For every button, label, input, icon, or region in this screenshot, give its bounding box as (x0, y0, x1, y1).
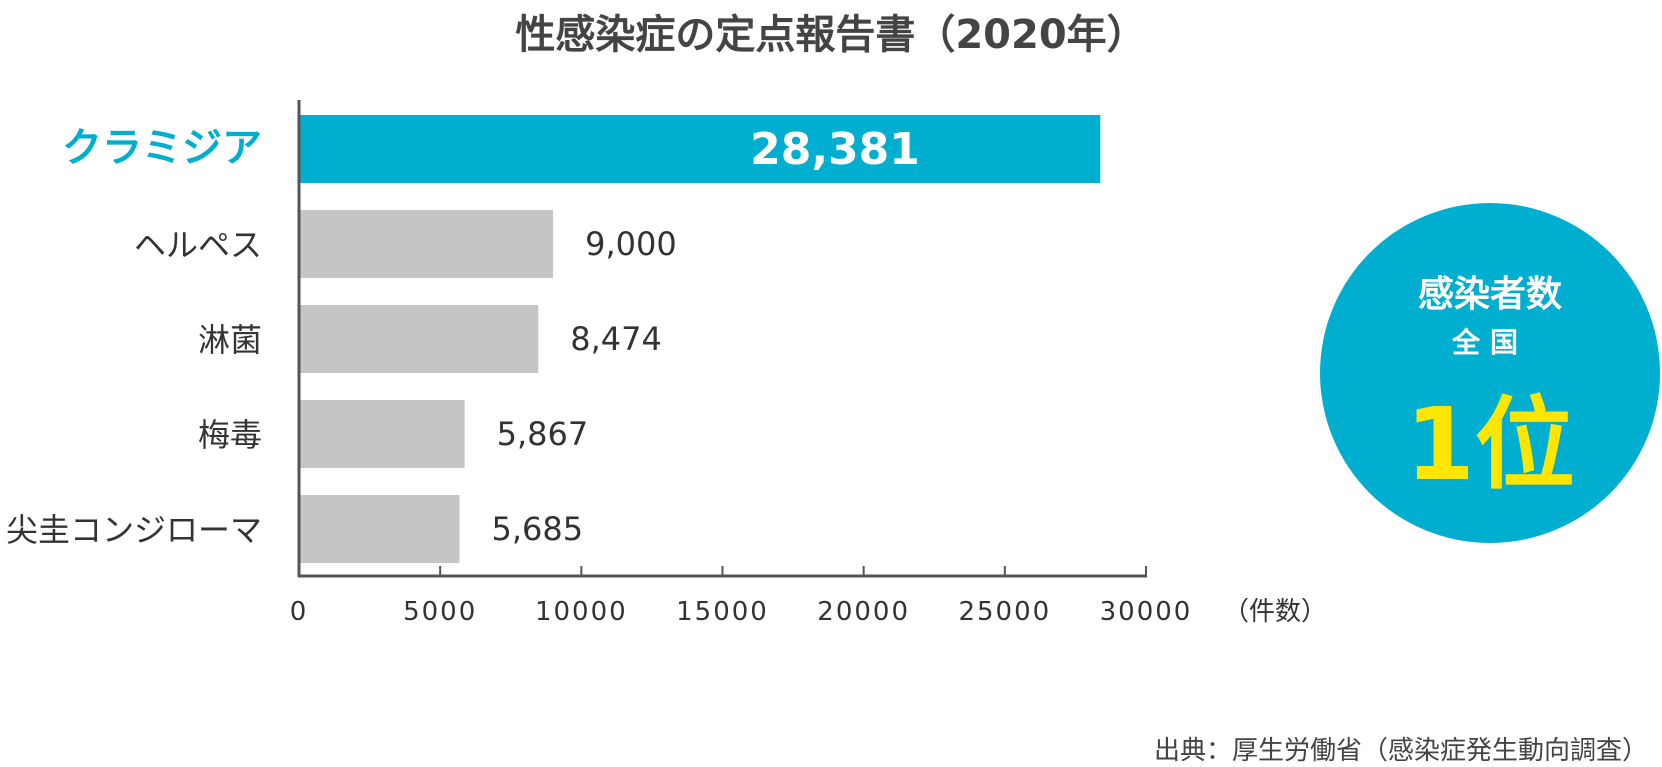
value-label-4: 5,685 (492, 510, 584, 548)
badge-nationwide-label: 全国 (1451, 326, 1528, 359)
category-label-2: 淋菌 (198, 321, 262, 359)
source-note: 出典：厚生労働省（感染症発生動向調査） (1153, 736, 1648, 766)
bar-3 (300, 400, 465, 468)
x-tick-label-3: 15000 (676, 597, 769, 627)
x-tick-label-4: 20000 (817, 597, 910, 627)
x-axis-unit-label: （件数） (1223, 597, 1327, 627)
badge-infected-label: 感染者数 (1417, 274, 1562, 315)
chart-title: 性感染症の定点報告書（2020年） (515, 12, 1147, 58)
x-tick-label-1: 5000 (403, 597, 477, 627)
x-tick-label-6: 30000 (1100, 597, 1193, 627)
bar-1 (300, 210, 554, 278)
value-label-3: 5,867 (497, 415, 589, 453)
bar-2 (300, 305, 539, 373)
x-tick-label-5: 25000 (958, 597, 1051, 627)
ranking-badge: 感染者数 全国 1位 (1320, 203, 1660, 543)
category-label-4: 尖圭コンジローマ (6, 511, 262, 549)
category-label-1: ヘルペス (134, 226, 262, 264)
bar-4 (300, 495, 460, 563)
value-label-2: 8,474 (570, 320, 662, 358)
value-label-1: 9,000 (585, 225, 677, 263)
value-label-0: 28,381 (750, 124, 920, 175)
bar-0 (300, 115, 1101, 183)
x-tick-label-0: 0 (290, 597, 309, 627)
category-label-3: 梅毒 (198, 416, 262, 454)
badge-rank: 1位 (1405, 386, 1575, 503)
x-tick-label-2: 10000 (535, 597, 628, 627)
category-label-0: クラミジア (62, 125, 262, 171)
